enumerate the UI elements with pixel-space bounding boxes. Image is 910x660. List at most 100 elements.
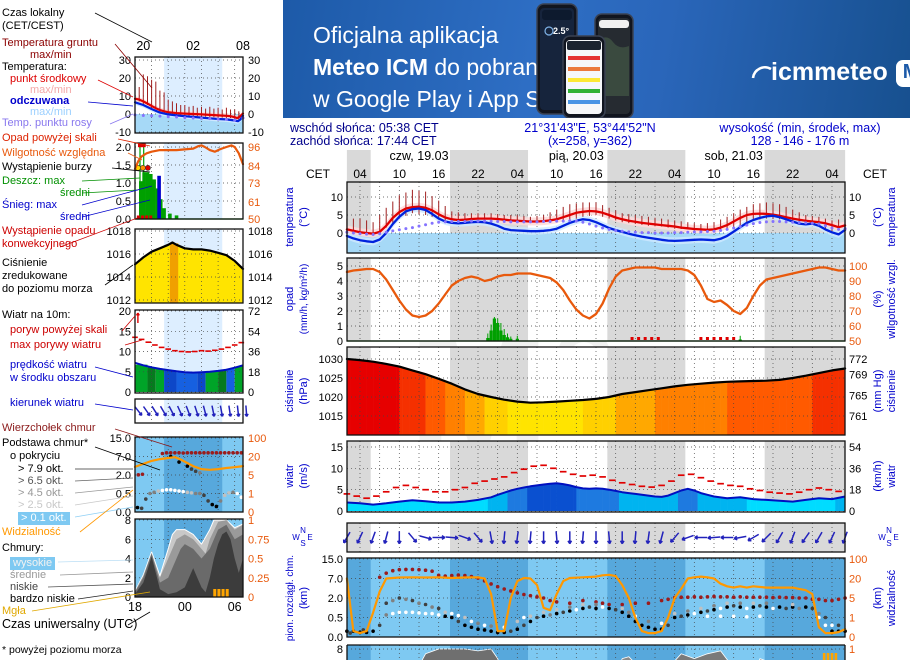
svg-text:18: 18 — [849, 485, 861, 497]
svg-text:04: 04 — [825, 167, 839, 181]
legend-item: poryw powyżej skali — [10, 324, 108, 336]
svg-text:4: 4 — [337, 276, 343, 288]
svg-text:W: W — [878, 533, 886, 542]
svg-text:30: 30 — [248, 55, 260, 67]
svg-text:2: 2 — [125, 573, 131, 585]
legend-item: średnie — [10, 569, 47, 581]
legend-item: > 7.9 okt. — [18, 463, 64, 475]
svg-text:(hPa): (hPa) — [298, 378, 310, 405]
svg-text:08: 08 — [236, 39, 250, 53]
svg-text:czw, 19.03: czw, 19.03 — [389, 149, 448, 163]
svg-text:S: S — [886, 539, 891, 548]
altitude-label: wysokość (min, środek, max) — [719, 121, 881, 135]
svg-text:96: 96 — [248, 142, 260, 154]
legend-item: średni — [60, 187, 90, 199]
svg-text:ciśnienie: ciśnienie — [284, 370, 296, 413]
svg-text:0: 0 — [125, 109, 131, 121]
banner-line-2: Meteo ICM do pobrania — [313, 54, 556, 81]
location-coordinates: 21°31'43"E, 53°44'52"N — [524, 121, 656, 135]
svg-text:10: 10 — [119, 347, 131, 359]
svg-text:temperatura: temperatura — [284, 186, 296, 246]
svg-text:15.0: 15.0 — [322, 554, 343, 566]
legend-item: Wilgotność względna — [2, 147, 106, 159]
svg-text:1030: 1030 — [319, 354, 343, 366]
svg-text:1012: 1012 — [248, 295, 272, 307]
svg-text:1025: 1025 — [319, 373, 343, 385]
svg-text:5: 5 — [337, 210, 343, 222]
svg-text:84: 84 — [248, 161, 260, 173]
sunrise-time: wschód słońca: 05:38 CET — [290, 121, 439, 135]
svg-text:73: 73 — [248, 178, 260, 190]
svg-text:72: 72 — [248, 306, 260, 318]
svg-text:10: 10 — [248, 91, 260, 103]
svg-text:90: 90 — [849, 276, 861, 288]
legend-item: Mgła — [2, 605, 26, 617]
svg-text:04: 04 — [511, 167, 525, 181]
svg-text:1: 1 — [248, 515, 254, 527]
svg-text:0.0: 0.0 — [116, 507, 131, 519]
svg-text:22: 22 — [786, 167, 800, 181]
legend-item: Wystąpienie burzy — [2, 161, 92, 173]
svg-text:10: 10 — [550, 167, 564, 181]
legend-item: Temp. punktu rosy — [2, 117, 92, 129]
legend-item: > 2.5 okt. — [18, 499, 64, 511]
svg-text:8: 8 — [125, 515, 131, 527]
svg-text:16: 16 — [747, 167, 761, 181]
svg-text:1015: 1015 — [319, 411, 343, 423]
logo-swoosh-icon — [751, 66, 772, 79]
svg-text:15.0: 15.0 — [110, 433, 131, 445]
svg-text:(°C): (°C) — [872, 207, 884, 227]
svg-text:5: 5 — [337, 261, 343, 273]
icmmeteo-logo[interactable]: icmmeteo M° — [751, 58, 910, 87]
footnote-above-sea-level: * powyżej poziomu morza — [2, 644, 122, 656]
svg-text:0: 0 — [337, 336, 343, 348]
legend-item: odczuwana — [10, 95, 70, 107]
grid-xy: (x=258, y=362) — [547, 134, 633, 148]
svg-text:3: 3 — [337, 291, 343, 303]
legend-item: wysokie — [10, 557, 56, 570]
svg-text:10: 10 — [393, 167, 407, 181]
svg-text:1016: 1016 — [248, 249, 272, 261]
svg-text:772: 772 — [849, 354, 867, 366]
svg-text:5: 5 — [125, 367, 131, 379]
svg-text:761: 761 — [849, 411, 867, 423]
legend-item: Temperatura: — [2, 61, 67, 73]
svg-text:20: 20 — [248, 73, 260, 85]
svg-text:1016: 1016 — [107, 249, 131, 261]
svg-text:5: 5 — [849, 593, 855, 605]
legend-item: o pokryciu — [10, 450, 61, 462]
app-banner[interactable]: Oficjalna aplikacja Meteo ICM do pobrani… — [283, 0, 910, 118]
logo-text: icmmeteo — [771, 58, 888, 86]
svg-text:1.5: 1.5 — [116, 160, 131, 172]
banner-line-1: Oficjalna aplikacja — [313, 22, 499, 48]
svg-text:15: 15 — [331, 442, 343, 454]
legend-item: Deszcz: max — [2, 175, 65, 187]
svg-text:1014: 1014 — [107, 272, 131, 284]
svg-text:0: 0 — [125, 387, 131, 399]
svg-text:CET: CET — [863, 167, 888, 181]
legend-item: max/min — [30, 106, 72, 118]
legend-item: max/min — [30, 84, 72, 96]
svg-text:E: E — [307, 533, 312, 542]
svg-text:10: 10 — [119, 91, 131, 103]
svg-text:18: 18 — [128, 600, 142, 614]
svg-text:10: 10 — [707, 167, 721, 181]
phones-illustration: 2.5° — [536, 3, 634, 118]
svg-text:100: 100 — [849, 261, 867, 273]
svg-text:ciśnienie: ciśnienie — [886, 370, 898, 413]
svg-text:E: E — [893, 533, 898, 542]
svg-text:(%): (%) — [872, 290, 884, 307]
legend-item: Wystąpienie opadu — [2, 225, 96, 237]
legend-item: > 6.5 okt. — [18, 475, 64, 487]
svg-text:15: 15 — [119, 326, 131, 338]
svg-text:1014: 1014 — [248, 272, 272, 284]
svg-text:(m/s): (m/s) — [298, 463, 310, 488]
svg-text:(mm/h, kg/m²/h): (mm/h, kg/m²/h) — [299, 264, 310, 335]
svg-text:opad: opad — [284, 287, 296, 311]
svg-text:4: 4 — [125, 554, 131, 566]
legend-item: Ciśnienie — [2, 257, 48, 269]
svg-text:54: 54 — [248, 326, 260, 338]
svg-text:W: W — [292, 533, 300, 542]
legend-item: prędkość wiatru — [10, 359, 88, 371]
